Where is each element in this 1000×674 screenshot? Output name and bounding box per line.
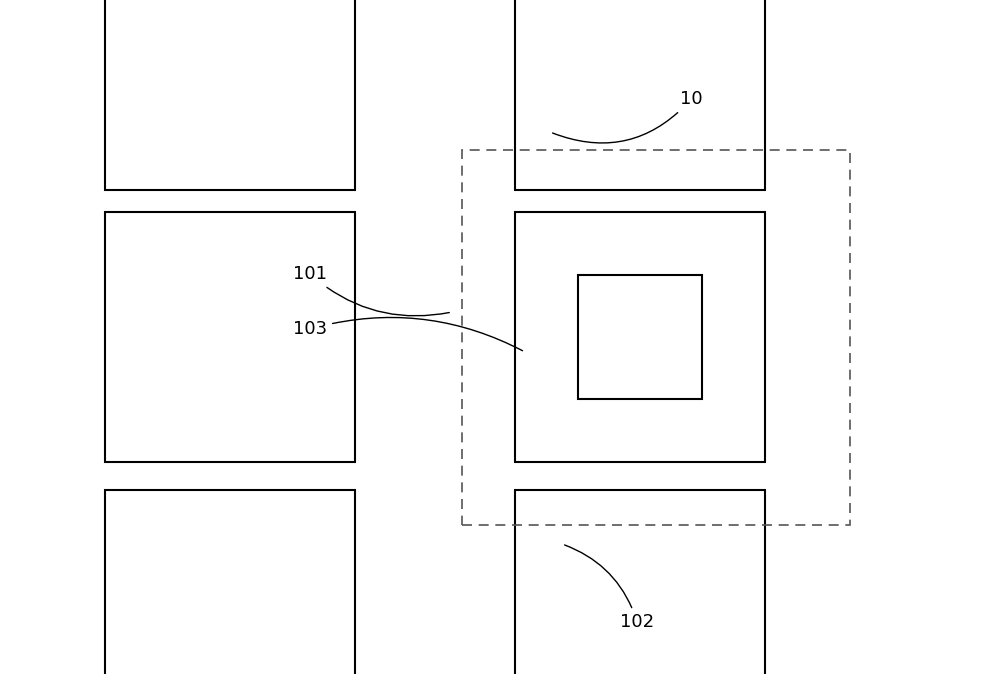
- Bar: [105, 0, 355, 190]
- Bar: [515, 212, 765, 462]
- Bar: [578, 275, 702, 399]
- Text: 10: 10: [553, 90, 703, 143]
- Bar: [515, 490, 765, 674]
- Text: 101: 101: [293, 265, 449, 316]
- Bar: [105, 490, 355, 674]
- Text: 103: 103: [293, 317, 523, 350]
- Bar: [515, 0, 765, 190]
- Bar: [462, 150, 850, 525]
- Text: 102: 102: [565, 545, 654, 631]
- Bar: [105, 212, 355, 462]
